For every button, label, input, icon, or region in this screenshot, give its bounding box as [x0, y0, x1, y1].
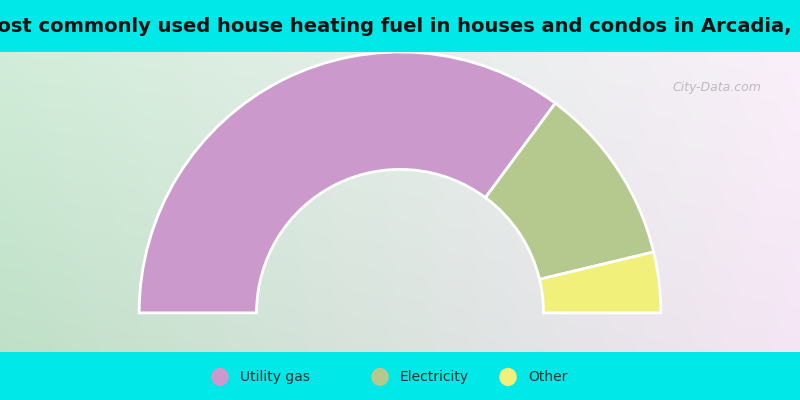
Ellipse shape [211, 368, 229, 386]
Wedge shape [539, 252, 661, 313]
Wedge shape [486, 103, 654, 279]
Wedge shape [139, 52, 555, 313]
Text: City-Data.com: City-Data.com [672, 82, 761, 94]
Text: Other: Other [528, 370, 567, 384]
Ellipse shape [371, 368, 389, 386]
Text: Electricity: Electricity [400, 370, 469, 384]
Text: Most commonly used house heating fuel in houses and condos in Arcadia, IN: Most commonly used house heating fuel in… [0, 16, 800, 36]
Text: Utility gas: Utility gas [240, 370, 310, 384]
Ellipse shape [499, 368, 517, 386]
